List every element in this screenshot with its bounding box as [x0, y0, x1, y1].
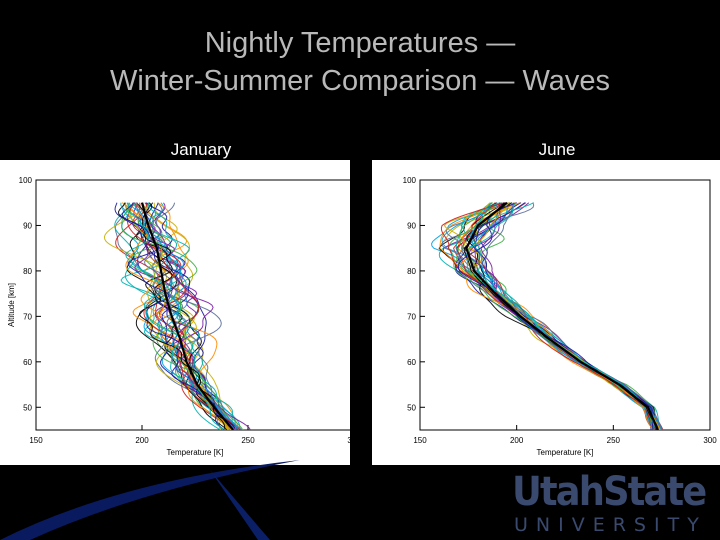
temperature-profile-line — [121, 202, 231, 430]
mean-profile-line — [140, 202, 235, 430]
temperature-profile-line — [147, 202, 237, 430]
temperature-profile-line — [120, 202, 226, 430]
temperature-profile-line — [447, 202, 654, 430]
temperature-profile-line — [141, 202, 232, 430]
plot-frame — [35, 179, 350, 431]
logo-university: UNIVERSITY — [514, 514, 707, 536]
logo-wordmark: UtahState — [512, 469, 707, 515]
profiles-group — [103, 202, 251, 430]
temperature-profile-line — [126, 202, 240, 430]
temperature-profile-line — [443, 202, 659, 430]
temperature-profile-line — [115, 202, 233, 430]
y-tick-label: 70 — [23, 312, 32, 321]
x-tick-label: 300 — [703, 436, 717, 445]
temperature-profile-line — [431, 202, 658, 430]
temperature-profile-line — [454, 202, 652, 430]
x-tick-label: 150 — [413, 436, 427, 445]
slide-title-line1: Nightly Temperatures — — [204, 27, 516, 59]
temperature-profile-line — [128, 202, 234, 430]
temperature-profile-line — [152, 202, 235, 430]
plot-frame — [419, 179, 711, 431]
x-axis-label: Temperature [K] — [167, 448, 224, 457]
y-tick-label: 60 — [23, 358, 32, 367]
x-tick-label: 250 — [241, 436, 255, 445]
y-tick-label: 100 — [403, 176, 417, 185]
y-tick-label: 90 — [407, 221, 416, 230]
x-tick-label: 200 — [135, 436, 149, 445]
temperature-profile-line — [455, 202, 655, 430]
y-tick-label: 60 — [407, 358, 416, 367]
temperature-profile-line — [457, 202, 655, 430]
slide-title-line2: Winter-Summer Comparison — Waves — [109, 65, 611, 97]
x-tick-label: 200 — [510, 436, 524, 445]
january-chart-panel: 50 60 70 80 90 100 150 200 250 300 Temperature [K]… — [0, 160, 350, 465]
x-axis-label: Temperature [K] — [537, 448, 594, 457]
temperature-profile-line — [466, 202, 658, 430]
temperature-profile-line — [134, 202, 251, 430]
january-panel-label: January — [170, 140, 232, 159]
profiles-group — [431, 201, 664, 430]
y-tick-label: 100 — [19, 176, 33, 185]
june-panel-label: June — [538, 140, 576, 159]
temperature-profile-line — [456, 202, 656, 430]
y-tick-label: 80 — [407, 267, 416, 276]
mean-profile-line — [465, 201, 659, 430]
decorative-swoosh — [0, 460, 300, 540]
y-tick-label: 50 — [407, 403, 416, 412]
x-tick-label: 150 — [29, 436, 43, 445]
temperature-profile-line — [440, 202, 664, 430]
y-tick-label: 70 — [407, 312, 416, 321]
x-tick-label: 250 — [607, 436, 621, 445]
temperature-profile-line — [455, 202, 656, 430]
temperature-profile-line — [117, 202, 226, 430]
temperature-profile-line — [457, 202, 654, 430]
slide-title: Nightly Temperatures — Winter-Summer Com… — [0, 24, 720, 100]
y-tick-label: 80 — [23, 267, 32, 276]
june-chart: 50 60 70 80 90 100 150 200 250 300 Temperature [K] — [403, 176, 718, 457]
x-tick-label: 300 — [347, 436, 350, 445]
y-tick-label: 50 — [23, 403, 32, 412]
y-tick-label: 90 — [23, 221, 32, 230]
utah-state-logo: UtahState UNIVERSITY — [508, 470, 720, 540]
january-chart: 50 60 70 80 90 100 150 200 250 300 Temperature [K]… — [7, 176, 350, 457]
y-axis-label: Altitude [km] — [7, 283, 16, 327]
temperature-profile-line — [460, 202, 655, 430]
june-chart-panel: 50 60 70 80 90 100 150 200 250 300 Temperature [K] — [372, 160, 720, 465]
temperature-profile-line — [114, 202, 221, 430]
